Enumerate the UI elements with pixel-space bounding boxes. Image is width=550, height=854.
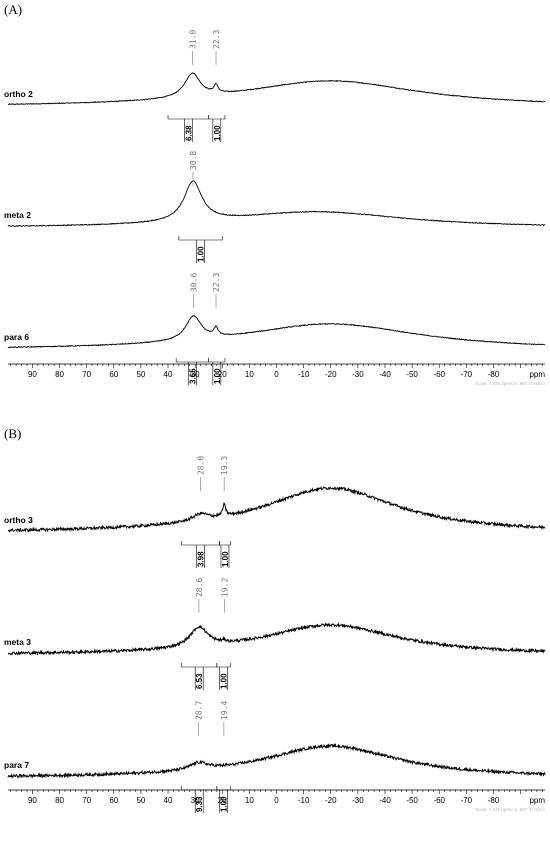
peak-label: 22.3 — [212, 273, 221, 292]
tick-label: -10 — [298, 370, 310, 379]
tick-label: -70 — [461, 370, 473, 379]
axis-unit-label: ppm — [529, 796, 545, 805]
tick-label: 80 — [55, 796, 64, 805]
tick-label: 0 — [274, 796, 279, 805]
integral-bracket — [208, 115, 226, 120]
spectrum-para-6: para 6 30.6 22.3 3.65 1.00 — [4, 273, 546, 385]
tick-label: -30 — [352, 370, 364, 379]
tick-label: 80 — [55, 370, 64, 379]
scale-note: Scale: 7.535 ppm/cm, 867.3 Hz/cm — [475, 807, 545, 812]
tick-label: 30 — [191, 370, 200, 379]
tick-label: -80 — [488, 796, 500, 805]
tick-label: -10 — [298, 796, 310, 805]
integral-bracket — [181, 786, 218, 791]
tick-label: 90 — [28, 370, 37, 379]
integral-value: 9.33 — [195, 796, 204, 812]
integral-bracket — [178, 236, 223, 241]
tick-label: -60 — [433, 796, 445, 805]
spectrum-para-7: para 7 28.7 19.4 9.33 1.00 — [4, 701, 546, 813]
tick-label: -50 — [406, 796, 418, 805]
tick-label: 60 — [109, 796, 118, 805]
series-name: ortho 2 — [4, 89, 33, 99]
tick-label: 50 — [136, 796, 145, 805]
spectrum-meta-2: meta 2 30.8 1.00 — [4, 151, 546, 263]
panel-a: (A) ortho 2 31.0 22.3 6.38 1.00 meta 2 30.8 1.00… — [4, 2, 545, 386]
spectrum-line — [7, 742, 546, 779]
spectrum-ortho-3: ortho 3 28.0 19.3 3.98 1.00 — [4, 456, 546, 568]
integral-bracket — [181, 663, 218, 668]
integral-bracket — [167, 115, 209, 120]
tick-label: -40 — [379, 796, 391, 805]
tick-label: 40 — [164, 370, 173, 379]
integral-value: 3.98 — [197, 551, 206, 567]
tick-label: 70 — [82, 796, 91, 805]
integral-bracket — [208, 358, 226, 363]
integral-value: 1.00 — [197, 246, 206, 262]
series-name: meta 2 — [4, 210, 31, 220]
peak-label: 19.3 — [220, 456, 229, 475]
peak-label: 28.0 — [197, 456, 206, 475]
scale-note: Scale: 7.535 ppm/cm, 867.3 Hz/cm — [475, 381, 545, 386]
tick-label: 90 — [28, 796, 37, 805]
integral-value: 6.38 — [184, 125, 193, 141]
integral-value: 1.00 — [220, 673, 229, 689]
spectrum-line — [7, 180, 546, 228]
series-name: ortho 3 — [4, 515, 33, 525]
axis-unit-label: ppm — [529, 370, 545, 379]
tick-label: -80 — [488, 370, 500, 379]
integral-bracket — [181, 541, 220, 546]
panel-label: (B) — [4, 426, 21, 441]
spectrum-ortho-2: ortho 2 31.0 22.3 6.38 1.00 — [4, 30, 546, 142]
tick-label: -60 — [433, 370, 445, 379]
peak-label: 19.4 — [220, 701, 229, 720]
tick-label: 20 — [218, 796, 227, 805]
tick-label: 10 — [245, 370, 254, 379]
panel-b: (B) ortho 3 28.0 19.3 3.98 1.00 meta 3 28.6 19.2… — [4, 426, 546, 813]
integral-value: 6.53 — [195, 673, 204, 689]
integral-value: 1.00 — [220, 796, 229, 812]
integral-value: 1.00 — [213, 125, 222, 141]
peak-label: 30.6 — [190, 273, 199, 292]
peak-label: 31.0 — [188, 30, 197, 49]
integral-value: 3.65 — [188, 368, 197, 384]
integral-value: 1.00 — [221, 551, 230, 567]
spectrum-line — [7, 315, 546, 349]
tick-label: 0 — [274, 370, 279, 379]
tick-label: -50 — [406, 370, 418, 379]
peak-label: 28.6 — [195, 578, 204, 597]
tick-label: 40 — [164, 796, 173, 805]
integral-bracket — [216, 663, 231, 668]
tick-label: 50 — [136, 370, 145, 379]
spectrum-line — [7, 622, 546, 656]
tick-label: 30 — [191, 796, 200, 805]
panel-label: (A) — [4, 2, 22, 17]
integral-bracket — [216, 786, 231, 791]
tick-label: -70 — [461, 796, 473, 805]
tick-label: 60 — [109, 370, 118, 379]
peak-label: 28.7 — [195, 701, 204, 720]
tick-label: 20 — [218, 370, 227, 379]
spectrum-line — [7, 486, 546, 533]
series-name: para 6 — [4, 332, 29, 342]
tick-label: -20 — [325, 796, 337, 805]
peak-label: 19.2 — [220, 578, 229, 597]
spectrum-line — [7, 72, 546, 106]
integral-value: 1.00 — [213, 368, 222, 384]
integral-bracket — [219, 541, 231, 546]
tick-label: -40 — [379, 370, 391, 379]
tick-label: -30 — [352, 796, 364, 805]
spectrum-meta-3: meta 3 28.6 19.2 6.53 1.00 — [4, 578, 546, 690]
integral-bracket — [175, 358, 209, 363]
tick-label: 70 — [82, 370, 91, 379]
series-name: para 7 — [4, 760, 29, 770]
x-axis: 90 80 70 60 50 40 30 20 10 0 -10 -20 -30 -40 -50 -60 -70… — [8, 789, 545, 812]
x-axis: 90 80 70 60 50 40 30 20 10 0 -10 -20 -30 -40 -50 -60 -70… — [8, 363, 545, 386]
tick-label: 10 — [245, 796, 254, 805]
tick-label: -20 — [325, 370, 337, 379]
peak-label: 30.8 — [189, 151, 198, 170]
series-name: meta 3 — [4, 637, 31, 647]
peak-label: 22.3 — [212, 30, 221, 49]
